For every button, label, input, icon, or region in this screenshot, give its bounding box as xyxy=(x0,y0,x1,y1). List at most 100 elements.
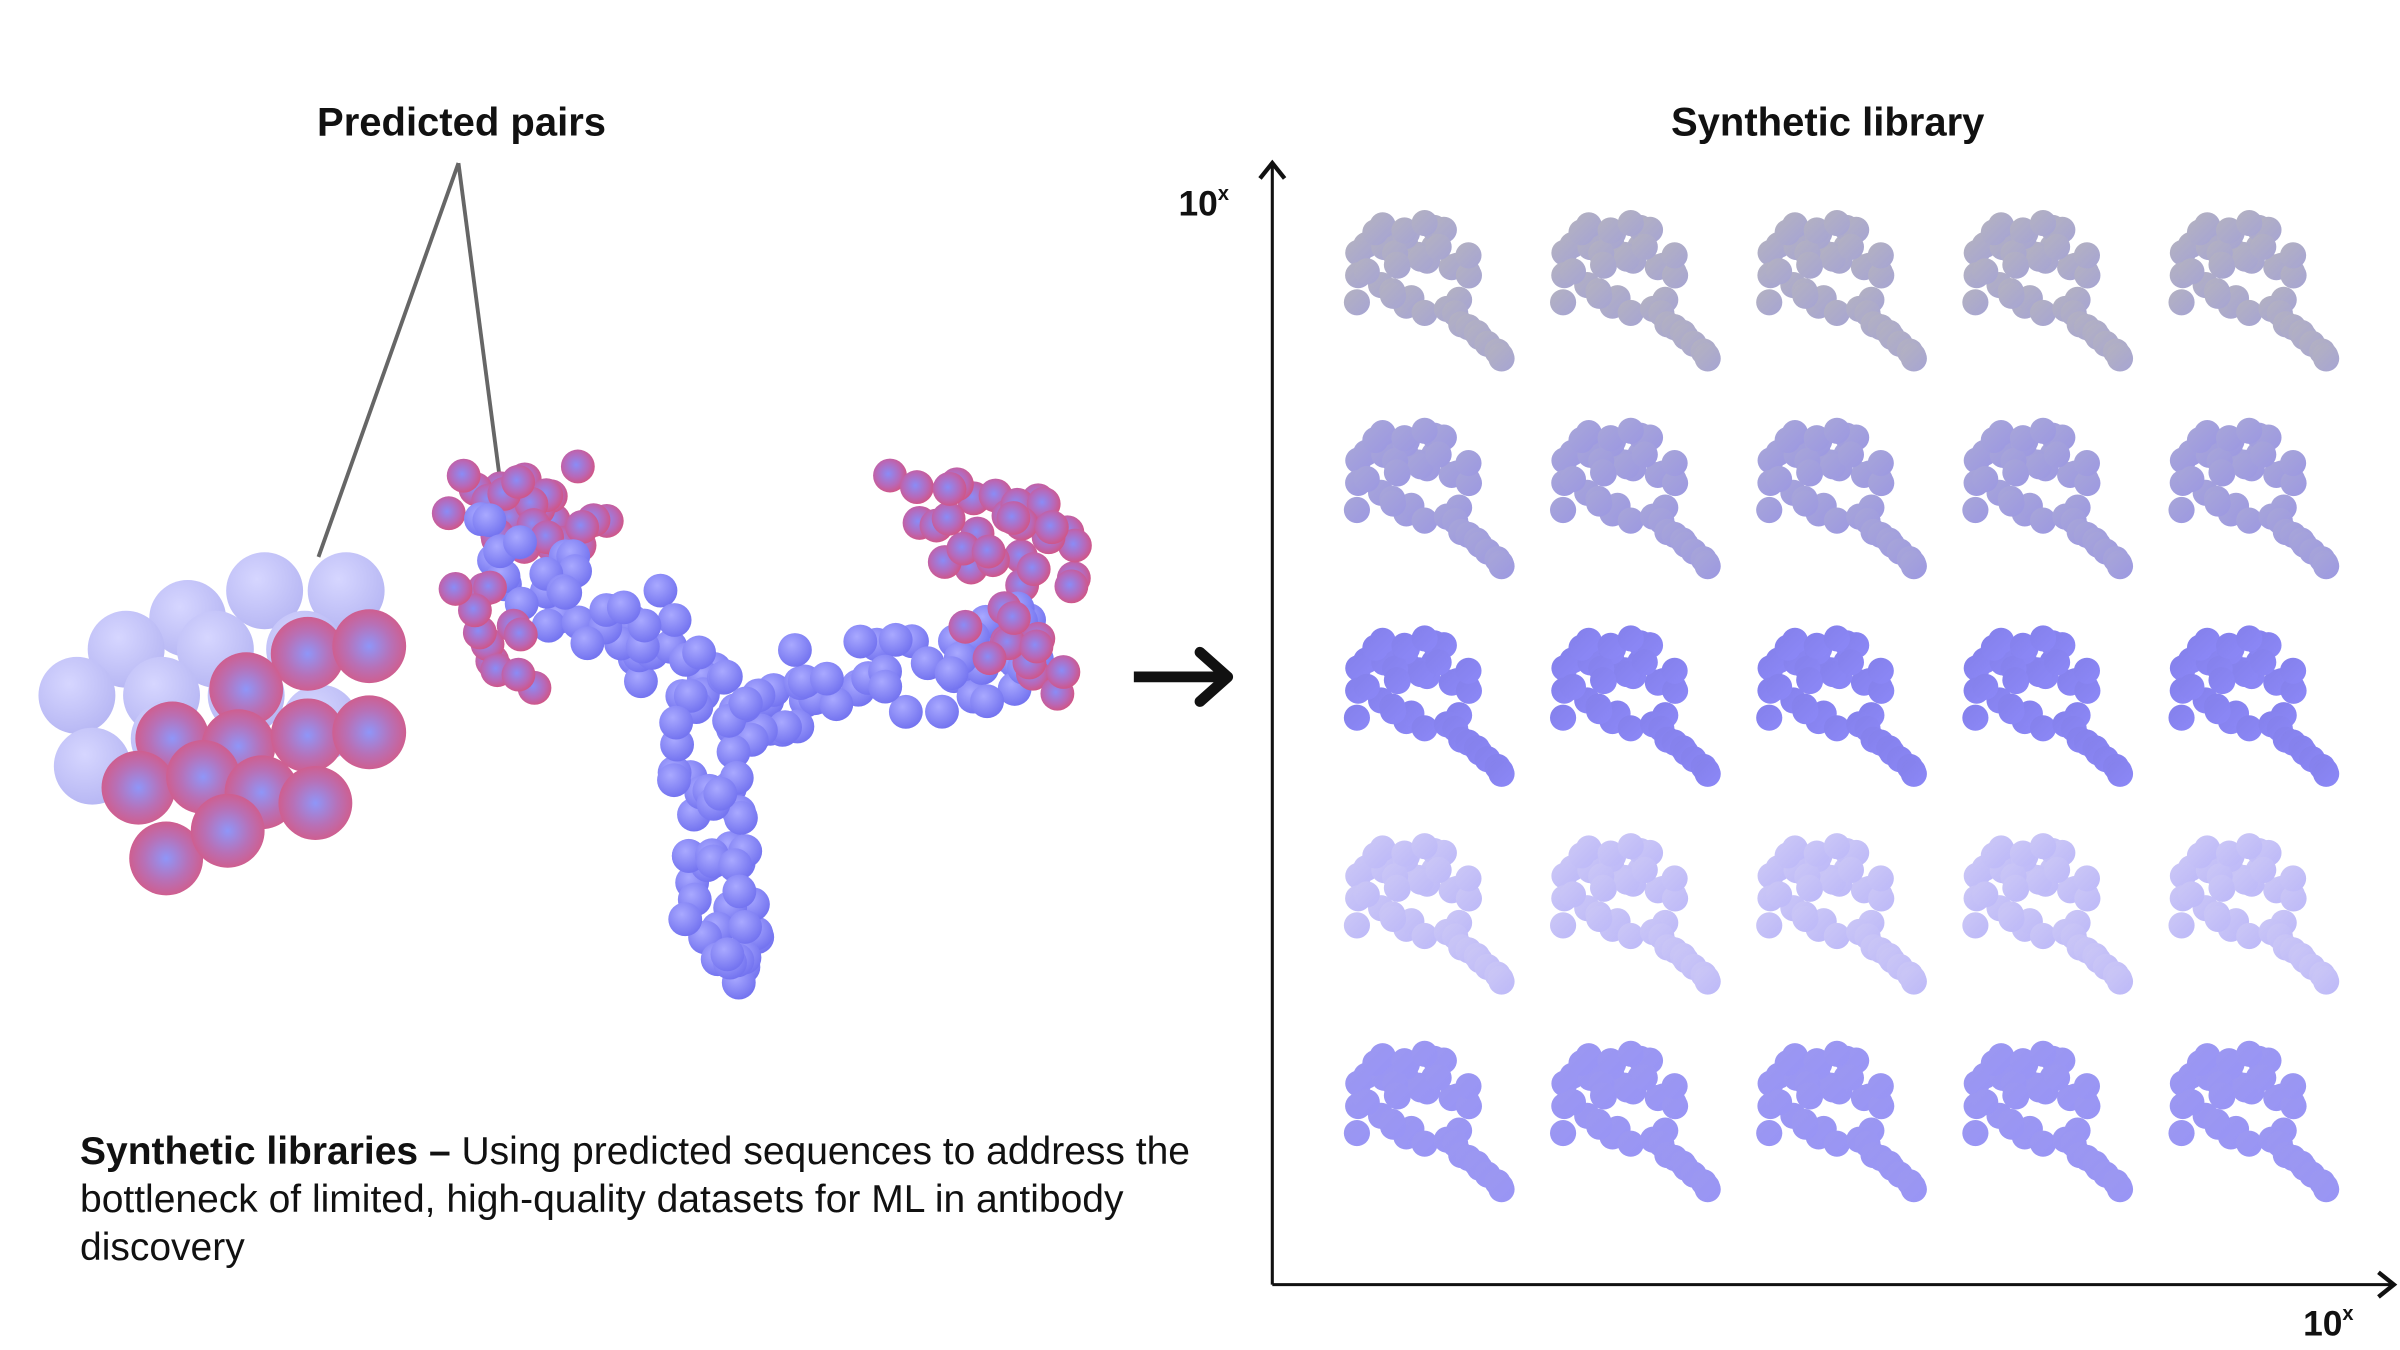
sphere xyxy=(1694,760,1721,787)
sphere xyxy=(1362,634,1389,661)
sphere xyxy=(878,622,913,657)
sphere xyxy=(431,496,466,531)
sphere xyxy=(1411,625,1438,652)
sphere xyxy=(501,464,536,499)
sphere xyxy=(1383,459,1410,486)
sphere xyxy=(1617,507,1644,534)
sphere xyxy=(1867,1073,1894,1100)
sphere xyxy=(1900,1176,1927,1203)
sphere xyxy=(1617,715,1644,742)
sphere xyxy=(1559,1089,1586,1116)
sphere xyxy=(1559,881,1586,908)
sphere xyxy=(2073,450,2100,477)
sphere xyxy=(570,626,605,661)
library-molecule xyxy=(2168,833,2340,995)
sphere xyxy=(1774,219,1801,246)
sphere xyxy=(2216,840,2243,867)
sphere xyxy=(1455,677,1482,704)
library-molecule xyxy=(1962,417,2134,580)
antibody xyxy=(431,449,1092,1000)
sphere xyxy=(1391,217,1418,244)
sphere xyxy=(2186,1050,2214,1077)
sphere xyxy=(1353,881,1380,908)
sphere xyxy=(1803,1048,1830,1075)
sphere xyxy=(925,694,959,729)
sphere xyxy=(1550,704,1577,731)
sphere xyxy=(1867,657,1894,684)
sphere xyxy=(2168,912,2195,939)
sphere xyxy=(2044,649,2071,676)
sphere xyxy=(1900,760,1927,787)
library-molecule xyxy=(1550,833,1721,995)
sphere xyxy=(1046,655,1081,689)
sphere xyxy=(1792,282,1819,309)
sphere xyxy=(2044,856,2071,884)
sphere xyxy=(1383,874,1410,901)
sphere xyxy=(1662,885,1689,912)
library-molecule xyxy=(1343,417,1515,580)
sphere xyxy=(2216,425,2243,452)
sphere xyxy=(873,458,907,493)
sphere xyxy=(1837,233,1864,260)
sphere xyxy=(1980,842,2007,869)
sphere xyxy=(1631,233,1658,260)
library-molecule xyxy=(2168,210,2340,372)
sphere xyxy=(2074,1093,2101,1120)
sphere xyxy=(1867,242,1894,269)
library-molecule xyxy=(1550,210,1721,372)
sphere xyxy=(1559,258,1586,285)
sphere xyxy=(332,609,407,684)
library-molecule xyxy=(1550,1040,1721,1203)
sphere xyxy=(1455,865,1482,892)
sphere xyxy=(1823,299,1850,326)
sphere xyxy=(778,633,812,667)
sphere xyxy=(1617,833,1644,860)
sphere xyxy=(1962,289,1989,316)
sphere xyxy=(2073,1073,2100,1100)
sphere xyxy=(1411,1040,1438,1067)
sphere xyxy=(1617,1130,1644,1157)
sphere xyxy=(1766,673,1793,700)
sphere xyxy=(2009,632,2036,659)
sphere xyxy=(1756,912,1783,939)
sphere xyxy=(2280,242,2307,269)
sphere xyxy=(1823,625,1850,652)
sphere xyxy=(129,821,204,896)
sphere xyxy=(2280,1073,2307,1100)
sphere xyxy=(1550,496,1577,524)
sphere xyxy=(2106,345,2134,372)
sphere xyxy=(1586,490,1613,517)
sphere xyxy=(1353,1089,1380,1116)
sphere xyxy=(1823,1040,1850,1067)
sphere xyxy=(2313,345,2340,372)
sphere xyxy=(2280,865,2307,892)
sphere xyxy=(190,793,265,868)
sphere xyxy=(1488,553,1515,580)
sphere xyxy=(1586,905,1613,932)
sphere xyxy=(2313,760,2340,787)
right-title: Synthetic library xyxy=(1671,100,1985,144)
sphere xyxy=(2168,1120,2195,1147)
sphere xyxy=(1054,569,1089,604)
sphere xyxy=(209,652,284,727)
sphere xyxy=(1380,282,1407,309)
sphere xyxy=(1868,470,1895,497)
library-molecule xyxy=(1756,1040,1927,1203)
sphere xyxy=(1766,466,1793,493)
library-molecule xyxy=(1550,417,1721,580)
pair-closeup xyxy=(38,552,407,896)
sphere xyxy=(948,609,983,644)
library-molecule xyxy=(2168,625,2340,787)
sphere xyxy=(2280,677,2307,704)
sphere xyxy=(2250,856,2277,884)
sphere xyxy=(2250,1064,2277,1091)
sphere xyxy=(1796,459,1823,486)
x-axis-label: 10x xyxy=(2303,1303,2353,1343)
sphere xyxy=(1034,510,1069,545)
sphere xyxy=(2106,760,2134,787)
sphere xyxy=(1900,345,1927,372)
sphere xyxy=(1792,490,1819,517)
sphere xyxy=(1411,922,1438,950)
sphere xyxy=(1823,417,1850,444)
